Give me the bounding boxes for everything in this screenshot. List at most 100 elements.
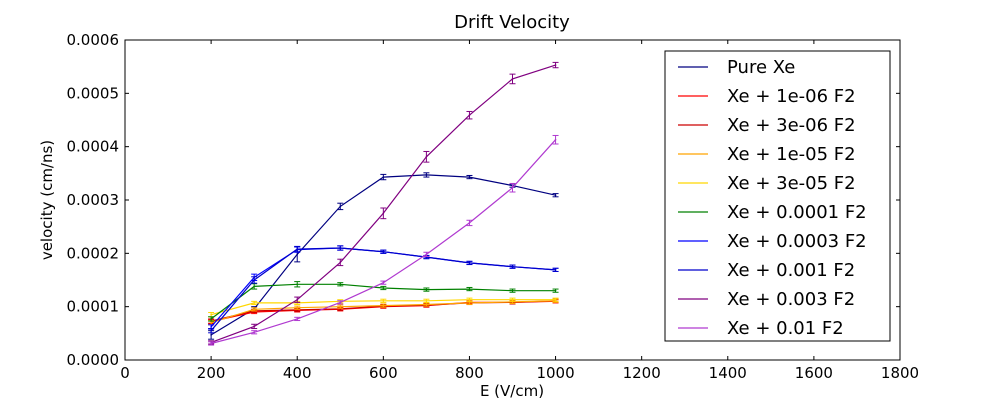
legend-item: Xe + 0.003 F2: [678, 289, 855, 310]
data-point: [296, 248, 299, 250]
data-point: [468, 222, 471, 224]
data-point: [210, 326, 212, 328]
legend-label: Xe + 0.0003 F2: [727, 231, 867, 252]
chart-title: Drift Velocity: [454, 12, 570, 33]
x-tick-label: 1200: [623, 364, 661, 382]
data-point: [511, 289, 514, 292]
data-point: [468, 298, 471, 301]
y-tick-label: 0.0004: [67, 138, 120, 156]
data-point: [382, 300, 385, 302]
data-point: [468, 302, 471, 304]
data-point: [382, 212, 385, 215]
data-point: [468, 288, 471, 290]
data-point: [339, 261, 342, 264]
x-tick-label: 1600: [795, 364, 833, 382]
data-point: [425, 253, 428, 256]
x-tick-label: 200: [197, 364, 226, 382]
legend-label: Xe + 3e-05 F2: [727, 173, 856, 194]
data-point: [253, 285, 255, 288]
y-tick-label: 0.0002: [67, 244, 120, 262]
legend-label: Xe + 3e-06 F2: [727, 115, 856, 136]
data-point: [554, 138, 557, 141]
legend: Pure Xe Xe + 1e-06 F2 Xe + 3e-06 F2 Xe + 1e…: [664, 50, 891, 342]
y-tick-label: 0.0001: [67, 298, 120, 316]
legend-label: Xe + 0.01 F2: [727, 318, 844, 339]
data-point: [296, 306, 299, 309]
data-point: [210, 342, 212, 345]
data-point: [296, 318, 299, 320]
data-point: [296, 253, 299, 256]
legend-item: Pure Xe: [678, 57, 795, 78]
data-point: [511, 186, 514, 189]
x-tick-label: 600: [369, 364, 398, 382]
data-point: [425, 288, 428, 291]
data-point: [554, 64, 557, 66]
data-point: [554, 298, 557, 301]
legend-label: Pure Xe: [727, 57, 795, 78]
data-point: [210, 334, 212, 336]
data-point: [554, 194, 557, 196]
legend-label: Xe + 1e-05 F2: [727, 144, 856, 165]
data-point: [253, 331, 255, 334]
data-point: [339, 305, 342, 308]
legend-box: [664, 50, 891, 342]
data-point: [425, 300, 428, 302]
data-point: [339, 301, 342, 304]
legend-label: Xe + 0.001 F2: [727, 260, 855, 281]
legend-label: Xe + 0.0001 F2: [727, 202, 867, 223]
data-point: [253, 279, 255, 281]
data-point: [296, 283, 299, 286]
series-7: [208, 245, 559, 334]
series-layer: [208, 61, 559, 346]
x-tick-label: 1800: [881, 364, 919, 382]
data-point: [382, 250, 385, 253]
legend-item: Xe + 0.0003 F2: [678, 231, 867, 252]
legend-item: Xe + 3e-06 F2: [678, 115, 856, 136]
data-point: [210, 313, 212, 316]
data-point: [425, 156, 428, 158]
data-point: [554, 289, 557, 292]
data-point: [511, 265, 514, 268]
data-point: [468, 114, 471, 116]
x-tick-label: 400: [283, 364, 312, 382]
tick-layer: 0 200 400 600 800 1000 1200 1400 1600 1800 0.0000 0…: [67, 31, 920, 382]
x-tick-label: 0: [120, 364, 130, 382]
plot-frame: [124, 39, 901, 361]
data-point: [296, 298, 299, 301]
data-point: [382, 176, 385, 178]
series-0: [208, 172, 559, 340]
series-8: [208, 61, 559, 345]
series-5: [208, 281, 559, 322]
legend-item: Xe + 1e-05 F2: [678, 144, 856, 165]
y-tick-label: 0.0003: [67, 191, 120, 209]
data-point: [554, 269, 557, 271]
data-point: [253, 302, 255, 304]
data-point: [425, 303, 428, 306]
data-point: [382, 287, 385, 289]
x-tick-label: 1000: [536, 364, 574, 382]
data-point: [339, 283, 342, 286]
legend-item: Xe + 3e-05 F2: [678, 173, 856, 194]
data-point: [382, 304, 385, 307]
data-point: [382, 281, 385, 284]
legend-item: Xe + 0.01 F2: [678, 318, 844, 339]
data-point: [425, 174, 428, 176]
data-point: [210, 321, 212, 324]
x-axis-title: E (V/cm): [480, 382, 544, 400]
series-3: [208, 298, 559, 326]
data-point: [339, 247, 342, 249]
series-line: [210, 139, 557, 345]
data-point: [339, 205, 342, 208]
data-point: [210, 329, 212, 332]
legend-item: Xe + 0.001 F2: [678, 260, 855, 281]
data-point: [468, 262, 471, 264]
x-tick-label: 1400: [709, 364, 747, 382]
series-9: [208, 134, 559, 346]
data-point: [253, 308, 255, 311]
y-tick-label: 0.0000: [67, 351, 120, 369]
data-point: [210, 318, 212, 320]
y-axis-title: velocity (cm/ns): [38, 140, 56, 260]
data-point: [253, 325, 255, 328]
legend-label: Xe + 1e-06 F2: [727, 86, 856, 107]
